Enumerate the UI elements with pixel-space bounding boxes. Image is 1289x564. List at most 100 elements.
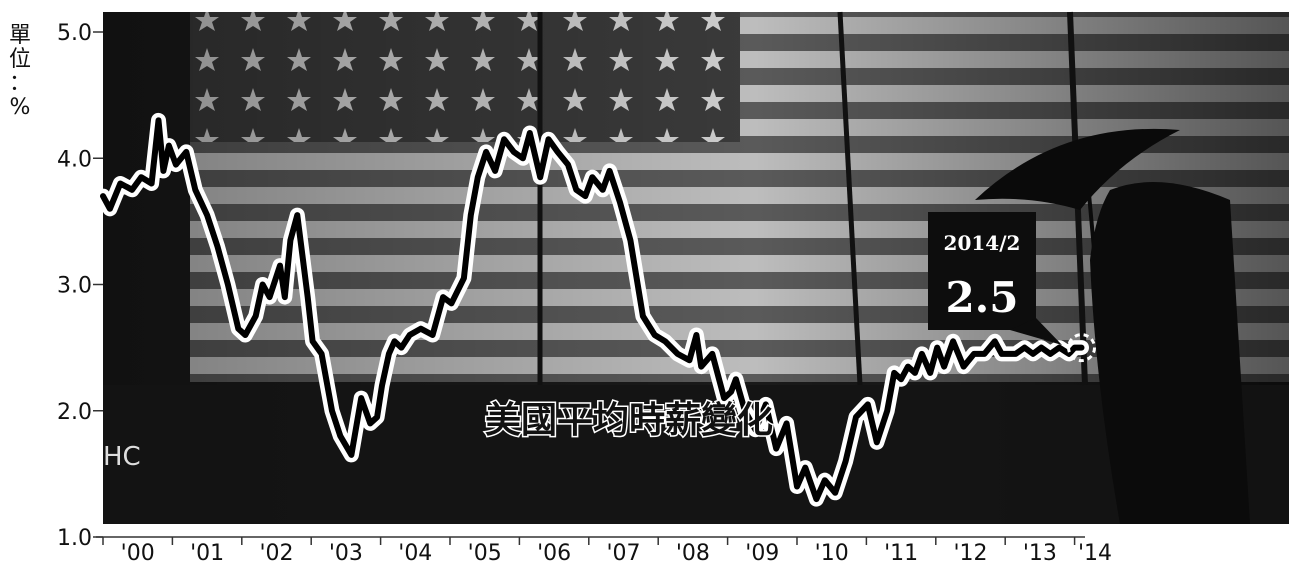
y-tick-label: 1.0 bbox=[57, 526, 92, 551]
unit-label-char: ： bbox=[9, 71, 31, 96]
data-point bbox=[733, 377, 738, 382]
data-point bbox=[833, 490, 838, 495]
data-point bbox=[753, 427, 758, 432]
data-point bbox=[461, 276, 466, 281]
data-point bbox=[663, 339, 668, 344]
data-point bbox=[742, 408, 747, 413]
data-point bbox=[375, 415, 380, 420]
data-point bbox=[899, 377, 904, 382]
data-point bbox=[130, 187, 135, 192]
data-point bbox=[407, 333, 412, 337]
data-point bbox=[502, 137, 507, 142]
x-tick-label: '07 bbox=[606, 541, 640, 564]
data-point bbox=[295, 213, 300, 218]
data-point bbox=[784, 421, 789, 426]
data-point bbox=[484, 149, 489, 154]
data-point bbox=[380, 383, 384, 388]
data-point bbox=[449, 301, 454, 306]
x-tick-label: '13 bbox=[1023, 541, 1057, 564]
x-axis: '00 '01 '02 '03 '04 '05 '06 '07 '08 '09 '10 '11 '12 '… bbox=[102, 537, 1112, 564]
x-tick-label: '02 bbox=[259, 541, 293, 564]
data-point bbox=[942, 364, 947, 369]
background-photo bbox=[103, 11, 1289, 524]
data-point bbox=[885, 408, 890, 413]
data-point bbox=[475, 175, 480, 180]
x-tick-label: '05 bbox=[468, 541, 502, 564]
data-point bbox=[236, 326, 241, 331]
data-point bbox=[278, 263, 282, 268]
data-point bbox=[854, 415, 858, 420]
latest-callout: 2014/2 2.5 bbox=[928, 212, 1097, 363]
data-point bbox=[441, 295, 446, 300]
data-point bbox=[906, 364, 910, 369]
data-point bbox=[722, 396, 727, 401]
x-tick-label: '01 bbox=[190, 541, 224, 564]
data-point bbox=[618, 200, 622, 205]
data-point bbox=[260, 282, 265, 287]
data-point bbox=[972, 351, 976, 356]
data-point bbox=[1013, 351, 1018, 356]
data-point bbox=[305, 295, 310, 300]
data-point bbox=[961, 364, 966, 369]
data-point bbox=[1006, 351, 1011, 356]
unit-label: 單位：% bbox=[9, 23, 31, 120]
callout-date: 2014/2 bbox=[944, 231, 1021, 255]
y-tick-label: 3.0 bbox=[57, 274, 92, 299]
data-point bbox=[243, 333, 248, 337]
data-point bbox=[1022, 345, 1027, 350]
data-point bbox=[574, 187, 579, 192]
unit-label-char: 單 bbox=[9, 23, 31, 48]
data-point bbox=[992, 339, 997, 344]
data-point bbox=[511, 149, 516, 154]
data-point bbox=[330, 408, 334, 413]
data-point bbox=[430, 333, 435, 337]
data-point bbox=[225, 282, 230, 287]
data-point bbox=[399, 345, 404, 350]
data-point bbox=[919, 351, 924, 356]
data-point bbox=[555, 149, 560, 154]
x-tick-label: '04 bbox=[398, 541, 432, 564]
y-axis: 1.0 2.0 3.0 4.0 5.0 bbox=[57, 21, 103, 551]
chart-title: 美國平均時薪變化 bbox=[485, 400, 773, 441]
x-tick-label: '00 bbox=[121, 541, 155, 564]
data-point bbox=[205, 213, 210, 218]
data-point bbox=[538, 175, 543, 180]
x-tick-label: '03 bbox=[329, 541, 363, 564]
data-point bbox=[338, 434, 343, 438]
data-point bbox=[675, 351, 680, 356]
data-point bbox=[139, 175, 144, 180]
data-point bbox=[520, 156, 525, 161]
callout-box bbox=[928, 212, 1036, 330]
x-tick-label: '10 bbox=[815, 541, 849, 564]
data-point bbox=[600, 187, 605, 192]
data-point bbox=[652, 333, 657, 337]
data-point bbox=[359, 396, 364, 401]
series-points bbox=[101, 118, 1084, 502]
data-point bbox=[822, 478, 827, 483]
data-point bbox=[687, 358, 692, 363]
data-point bbox=[694, 333, 699, 337]
data-point bbox=[546, 137, 551, 142]
data-point bbox=[699, 364, 704, 369]
data-point bbox=[468, 213, 473, 218]
x-tick-label: '11 bbox=[884, 541, 918, 564]
y-tick-label: 2.0 bbox=[57, 400, 92, 425]
x-tick-label: '06 bbox=[537, 541, 571, 564]
data-point bbox=[982, 351, 987, 356]
data-point bbox=[349, 452, 354, 457]
data-point bbox=[566, 162, 570, 167]
data-point bbox=[803, 465, 808, 470]
data-point bbox=[874, 440, 879, 445]
data-point bbox=[161, 168, 166, 173]
x-tick-label: '08 bbox=[676, 541, 710, 564]
x-tick-label: '12 bbox=[953, 541, 987, 564]
data-point bbox=[1031, 351, 1035, 356]
y-tick-label: 5.0 bbox=[57, 21, 92, 46]
data-point bbox=[107, 206, 112, 211]
data-point bbox=[892, 370, 897, 375]
unit-label-char: 位 bbox=[9, 47, 31, 72]
data-point bbox=[319, 351, 324, 356]
data-point bbox=[1048, 351, 1053, 356]
data-point bbox=[300, 257, 305, 262]
